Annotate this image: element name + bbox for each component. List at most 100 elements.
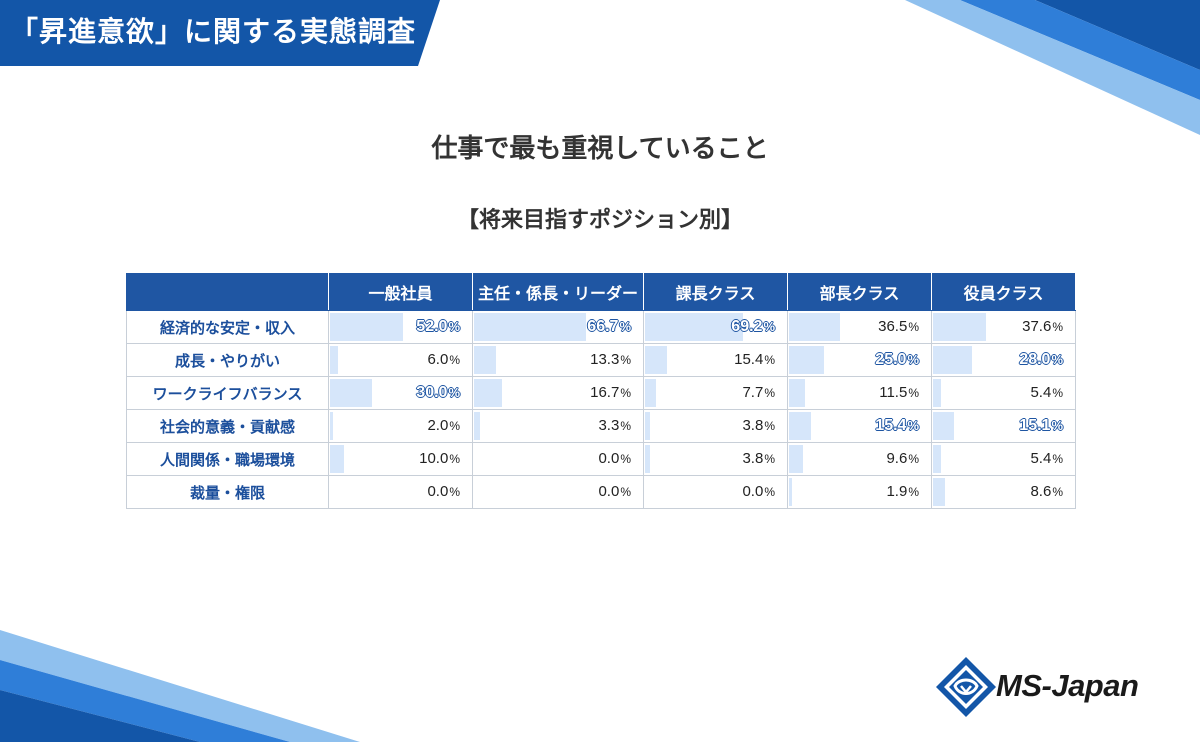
value-bar [645, 412, 651, 440]
value-cell: 25.0% [787, 343, 932, 377]
value-label: 1.9% [886, 483, 919, 500]
value-label: 37.6% [1022, 318, 1063, 335]
value-label: 0.0% [742, 483, 775, 500]
table-row: ワークライフバランス 30.0% 16.7% 7.7% 11.5% 5.4% [126, 376, 1076, 410]
value-cell: 0.0% [328, 475, 473, 509]
value-bar [789, 346, 825, 374]
value-cell: 0.0% [643, 475, 788, 509]
row-label: 裁量・権限 [126, 475, 329, 509]
header-banner [0, 0, 440, 66]
value-bar [933, 346, 973, 374]
value-bar [330, 313, 404, 341]
table-row: 人間関係・職場環境 10.0% 0.0% 3.8% 9.6% 5.4% [126, 442, 1076, 476]
value-label: 0.0% [427, 483, 460, 500]
sub-title: 【将来目指すポジション別】 [456, 208, 743, 233]
column-header: 主任・係長・リーダー [472, 273, 644, 311]
value-label: 15.4% [875, 417, 920, 435]
value-cell: 7.7% [643, 376, 788, 410]
value-label: 15.4% [734, 351, 775, 368]
value-bar [645, 379, 656, 407]
logo-text: MS-Japan [996, 668, 1139, 703]
table-header-row: 一般社員 主任・係長・リーダー 課長クラス 部長クラス 役員クラス [126, 273, 1076, 311]
value-label: 8.6% [1030, 483, 1063, 500]
value-bar [645, 445, 651, 473]
value-label: 69.2% [731, 318, 776, 336]
value-bar [789, 379, 806, 407]
value-cell: 3.3% [472, 409, 644, 443]
value-label: 36.5% [878, 318, 919, 335]
value-label: 52.0% [416, 318, 461, 336]
value-bar [933, 379, 941, 407]
value-cell: 5.4% [931, 442, 1076, 476]
value-label: 28.0% [1019, 351, 1064, 369]
value-label: 3.3% [598, 417, 631, 434]
row-label: ワークライフバランス [126, 376, 329, 410]
value-cell: 16.7% [472, 376, 644, 410]
value-cell: 0.0% [472, 475, 644, 509]
value-label: 6.0% [427, 351, 460, 368]
value-bar [474, 379, 503, 407]
value-label: 13.3% [590, 351, 631, 368]
column-header: 部長クラス [787, 273, 932, 311]
value-cell: 8.6% [931, 475, 1076, 509]
value-label: 2.0% [427, 417, 460, 434]
table-body: 経済的な安定・収入 52.0% 66.7% 69.2% 36.5% 37.6% 成長・やりが… [126, 310, 1076, 509]
value-bar [474, 346, 497, 374]
data-table: 一般社員 主任・係長・リーダー 課長クラス 部長クラス 役員クラス 経済的な安定… [126, 273, 1076, 509]
table-row: 社会的意義・貢献感 2.0% 3.3% 3.8% 15.4% 15.1% [126, 409, 1076, 443]
value-label: 0.0% [598, 483, 631, 500]
table-row: 裁量・権限 0.0% 0.0% 0.0% 1.9% 8.6% [126, 475, 1076, 509]
row-label: 成長・やりがい [126, 343, 329, 377]
value-cell: 9.6% [787, 442, 932, 476]
value-bar [789, 412, 811, 440]
column-header: 役員クラス [931, 273, 1076, 311]
value-label: 30.0% [416, 384, 461, 402]
value-bar [933, 478, 946, 506]
value-cell: 28.0% [931, 343, 1076, 377]
value-bar [330, 379, 373, 407]
value-bar [789, 445, 803, 473]
row-label: 社会的意義・貢献感 [126, 409, 329, 443]
header-title: 「昇進意欲」に関する実態調査 [10, 15, 417, 48]
column-header: 一般社員 [328, 273, 473, 311]
bottom-left-stripe-mid [0, 660, 290, 742]
value-cell: 52.0% [328, 310, 473, 344]
value-bar [933, 313, 987, 341]
value-bar [330, 346, 339, 374]
value-cell: 30.0% [328, 376, 473, 410]
value-cell: 37.6% [931, 310, 1076, 344]
value-bar [474, 412, 480, 440]
value-label: 66.7% [587, 318, 632, 336]
value-cell: 36.5% [787, 310, 932, 344]
column-header: 課長クラス [643, 273, 788, 311]
value-label: 15.1% [1019, 417, 1064, 435]
main-title: 仕事で最も重視していること [431, 134, 769, 164]
value-cell: 15.4% [643, 343, 788, 377]
value-bar [933, 445, 941, 473]
value-label: 10.0% [419, 450, 460, 467]
value-bar [933, 412, 955, 440]
value-cell: 15.1% [931, 409, 1076, 443]
value-bar [645, 346, 667, 374]
header-corner-cell [126, 273, 329, 311]
value-bar [330, 445, 345, 473]
value-bar [330, 412, 333, 440]
value-bar [789, 313, 841, 341]
value-label: 16.7% [590, 384, 631, 401]
value-label: 3.8% [742, 417, 775, 434]
value-label: 0.0% [598, 450, 631, 467]
value-cell: 5.4% [931, 376, 1076, 410]
value-label: 7.7% [742, 384, 775, 401]
ms-japan-diamond-logo-icon [936, 657, 996, 717]
value-label: 5.4% [1030, 384, 1063, 401]
value-cell: 11.5% [787, 376, 932, 410]
value-label: 9.6% [886, 450, 919, 467]
value-cell: 3.8% [643, 409, 788, 443]
row-label: 人間関係・職場環境 [126, 442, 329, 476]
value-bar [474, 313, 587, 341]
value-cell: 66.7% [472, 310, 644, 344]
table-row: 成長・やりがい 6.0% 13.3% 15.4% 25.0% 28.0% [126, 343, 1076, 377]
top-right-stripe-light [905, 0, 1200, 135]
value-label: 25.0% [875, 351, 920, 369]
